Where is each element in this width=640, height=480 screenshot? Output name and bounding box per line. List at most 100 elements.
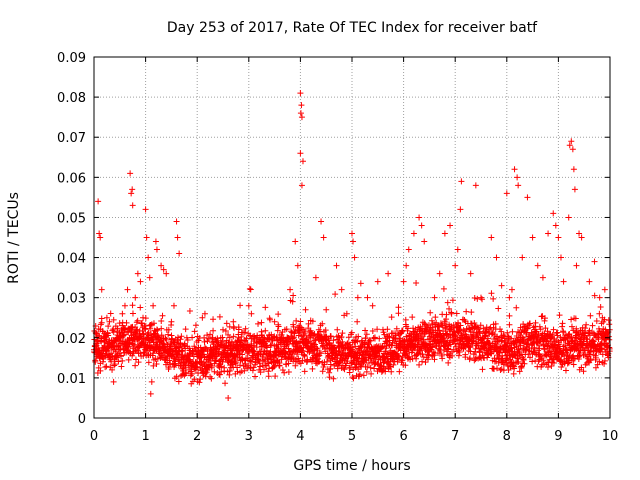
- data-point: [177, 336, 184, 343]
- data-point: [304, 357, 311, 364]
- data-point: [230, 318, 237, 325]
- data-point: [495, 305, 502, 312]
- data-point: [550, 326, 557, 333]
- data-point: [513, 304, 520, 311]
- data-point: [96, 350, 103, 357]
- data-point: [514, 174, 521, 181]
- data-point: [366, 337, 373, 344]
- data-point: [515, 358, 522, 365]
- data-point: [348, 329, 355, 336]
- data-point: [331, 344, 338, 351]
- data-point: [570, 355, 577, 362]
- data-point: [96, 230, 103, 237]
- data-point: [509, 328, 516, 335]
- data-point: [475, 342, 482, 349]
- data-point: [379, 326, 386, 333]
- data-point: [434, 349, 441, 356]
- data-point: [211, 368, 218, 375]
- data-point: [550, 359, 557, 366]
- data-point: [134, 317, 141, 324]
- data-point: [327, 333, 334, 340]
- data-point: [255, 320, 262, 327]
- data-point: [115, 358, 122, 365]
- data-point: [95, 364, 102, 371]
- data-point: [524, 325, 531, 332]
- data-point: [537, 326, 544, 333]
- data-point: [364, 363, 371, 370]
- data-point: [441, 335, 448, 342]
- data-point: [550, 210, 557, 217]
- data-point: [165, 331, 172, 338]
- data-point: [293, 317, 300, 324]
- data-point: [529, 234, 536, 241]
- data-point: [299, 158, 306, 165]
- data-point: [290, 292, 297, 299]
- data-point: [227, 358, 234, 365]
- data-point: [194, 350, 201, 357]
- data-point: [96, 332, 103, 339]
- data-point: [445, 359, 452, 366]
- x-tick-label: 5: [348, 429, 356, 444]
- data-point: [557, 254, 564, 261]
- data-point: [462, 354, 469, 361]
- data-points: [91, 90, 613, 401]
- data-point: [132, 294, 139, 301]
- data-point: [468, 320, 475, 327]
- data-point: [559, 320, 566, 327]
- data-point: [601, 286, 608, 293]
- data-point: [396, 368, 403, 375]
- x-tick-label: 7: [451, 429, 459, 444]
- data-point: [250, 342, 257, 349]
- data-point: [354, 294, 361, 301]
- data-point: [449, 352, 456, 359]
- data-point: [243, 335, 250, 342]
- data-point: [592, 354, 599, 361]
- data-point: [388, 368, 395, 375]
- data-point: [189, 334, 196, 341]
- data-point: [320, 234, 327, 241]
- data-point: [150, 320, 157, 327]
- data-point: [197, 376, 204, 383]
- data-point: [558, 337, 565, 344]
- data-point: [237, 302, 244, 309]
- data-point: [601, 360, 608, 367]
- data-point: [491, 336, 498, 343]
- data-point: [480, 325, 487, 332]
- data-point: [389, 339, 396, 346]
- data-point: [173, 373, 180, 380]
- y-tick-label: 0.09: [57, 51, 86, 66]
- data-point: [183, 369, 190, 376]
- data-point: [330, 375, 337, 382]
- data-point: [100, 356, 107, 363]
- data-point: [542, 325, 549, 332]
- data-point: [578, 234, 585, 241]
- data-point: [245, 302, 252, 309]
- data-point: [298, 114, 305, 121]
- data-point: [562, 367, 569, 374]
- data-point: [416, 361, 423, 368]
- data-point: [163, 270, 170, 277]
- data-point: [268, 341, 275, 348]
- data-point: [573, 262, 580, 269]
- data-point: [439, 355, 446, 362]
- data-point: [191, 328, 198, 335]
- data-point: [158, 325, 165, 332]
- data-point: [471, 294, 478, 301]
- data-point: [516, 368, 523, 375]
- data-point: [390, 334, 397, 341]
- data-point: [500, 332, 507, 339]
- data-point: [116, 342, 123, 349]
- data-point: [209, 334, 216, 341]
- data-point: [458, 178, 465, 185]
- data-point: [316, 358, 323, 365]
- data-point: [282, 350, 289, 357]
- data-point: [369, 302, 376, 309]
- data-point: [207, 331, 214, 338]
- data-point: [444, 299, 451, 306]
- data-point: [359, 342, 366, 349]
- data-point: [494, 365, 501, 372]
- data-point: [597, 304, 604, 311]
- data-point: [319, 320, 326, 327]
- data-point: [505, 367, 512, 374]
- data-point: [591, 292, 598, 299]
